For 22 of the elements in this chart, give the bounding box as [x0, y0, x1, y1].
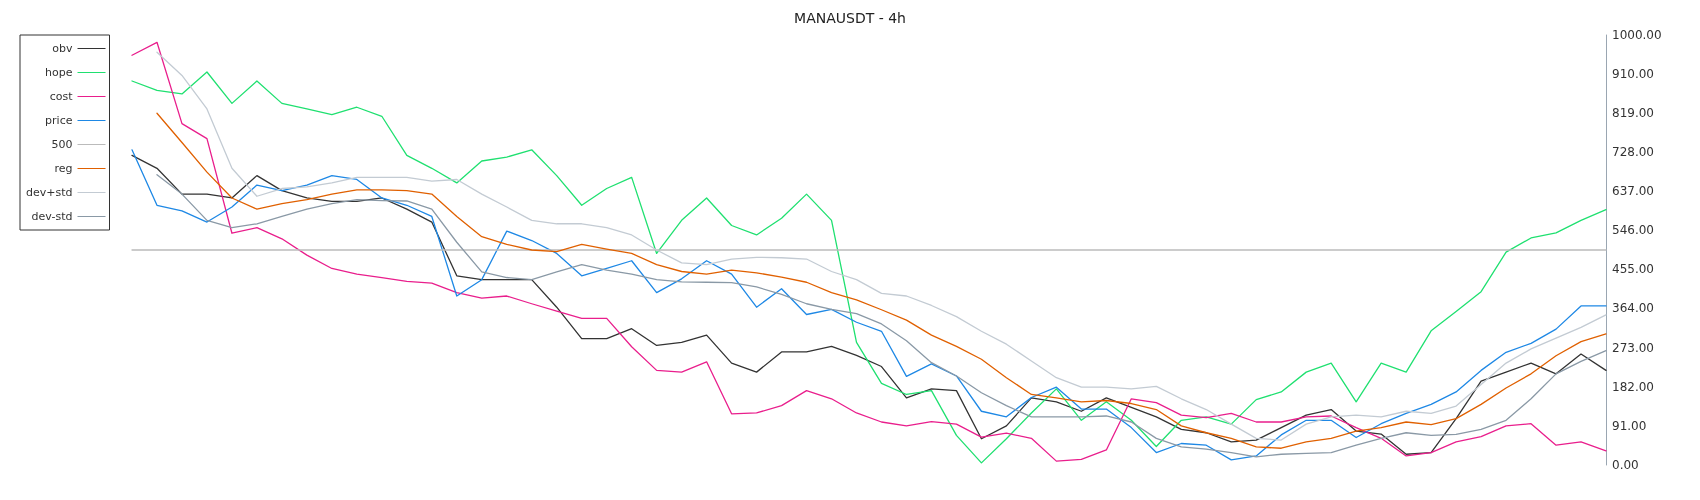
chart-title: MANAUSDT - 4h — [794, 10, 906, 26]
legend-label: reg — [54, 162, 73, 175]
legend-label: cost — [49, 90, 74, 103]
y-tick-label: 819.00 — [1612, 105, 1654, 120]
y-tick-label: 455.00 — [1612, 262, 1654, 277]
y-tick-label: 91.00 — [1612, 418, 1647, 433]
legend-label: 500 — [51, 138, 73, 151]
line-series — [156, 112, 1607, 449]
y-tick-label: 637.00 — [1612, 184, 1654, 199]
y-tick-label: 182.00 — [1612, 379, 1654, 394]
y-tick-label: 546.00 — [1612, 223, 1654, 238]
y-tick-label: 273.00 — [1612, 340, 1654, 355]
y-tick-label: 910.00 — [1612, 66, 1654, 81]
legend-label: obv — [52, 42, 73, 55]
y-tick-label: 0.00 — [1612, 458, 1639, 472]
legend-label: price — [45, 114, 73, 127]
y-tick-label: 364.00 — [1612, 301, 1654, 316]
legend-label: hope — [45, 66, 73, 79]
y-tick-label: 728.00 — [1612, 144, 1654, 159]
legend-label: dev-std — [31, 210, 73, 223]
legend-label: dev+std — [25, 186, 73, 199]
y-tick-label: 1000.00 — [1612, 28, 1662, 42]
